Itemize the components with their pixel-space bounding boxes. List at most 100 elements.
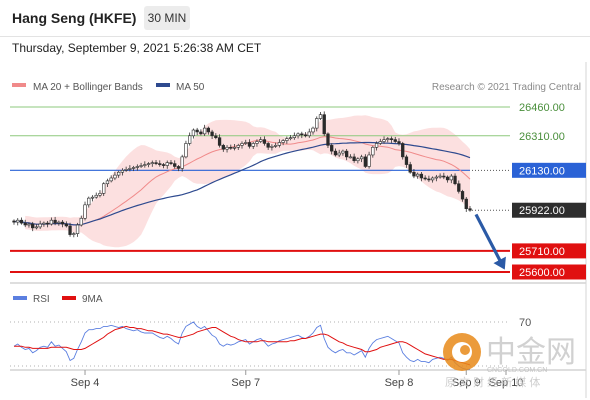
candle	[12, 219, 16, 225]
watermark-name: 中金网	[486, 336, 576, 369]
candle-body	[158, 163, 162, 165]
candle	[79, 215, 83, 227]
candle-body	[232, 146, 237, 149]
candle-body	[363, 156, 367, 167]
time-tick-label: Sep 9	[452, 377, 481, 389]
candle-body	[146, 163, 151, 165]
candle	[255, 139, 259, 147]
report-timestamp: Thursday, September 9, 2021 5:26:38 AM C…	[12, 41, 262, 55]
candle	[259, 136, 263, 144]
candle	[60, 220, 65, 228]
candle	[240, 141, 244, 149]
timeframe-button[interactable]: 30 MIN	[144, 6, 190, 30]
candle-body	[427, 178, 431, 181]
candle	[232, 144, 237, 151]
chart-header: Hang Seng (HKFE) 30 MIN	[0, 0, 590, 37]
candle-body	[169, 162, 173, 164]
candle	[404, 154, 409, 168]
candle-body	[341, 150, 345, 154]
candle-body	[229, 146, 233, 149]
candle	[281, 139, 285, 146]
candle-body	[120, 170, 125, 173]
candle	[322, 111, 326, 136]
instrument-title: Hang Seng (HKFE)	[12, 10, 137, 26]
candle	[460, 189, 465, 202]
candle	[199, 129, 203, 136]
time-tick-label: Sep 8	[385, 377, 414, 389]
candle	[75, 222, 80, 237]
candle-body	[135, 166, 139, 168]
candle	[330, 143, 334, 155]
candle-body	[154, 162, 158, 164]
candle-body	[449, 175, 453, 181]
cngold-watermark: 中金网 CNGOLD.COM.CN 原 文 财 经 新 媒 体	[443, 333, 576, 389]
candle	[31, 221, 35, 232]
candle-body	[419, 173, 424, 179]
rsi-9ma-line	[14, 325, 471, 366]
candle-body	[292, 135, 296, 138]
candle-body	[434, 176, 439, 179]
candle	[315, 116, 319, 132]
candle	[266, 141, 270, 150]
rsi-legend: RSI 9MA	[13, 294, 103, 305]
candle-body	[109, 177, 113, 182]
candle-body	[442, 175, 446, 178]
candle-body	[27, 223, 31, 226]
candle-body	[180, 156, 184, 169]
last-badge	[512, 202, 586, 218]
candle	[143, 161, 147, 168]
candle-body	[79, 217, 83, 226]
candle-body	[75, 224, 80, 234]
candle-body	[359, 156, 364, 160]
candle	[345, 149, 349, 161]
candle-body	[296, 133, 300, 137]
candle	[457, 180, 461, 194]
candle-body	[401, 143, 405, 158]
resistance-label: 26460.00	[519, 102, 565, 114]
candle-body	[378, 141, 382, 144]
candle	[359, 154, 364, 163]
candle	[135, 164, 139, 171]
candle-body	[326, 133, 330, 146]
candle	[221, 143, 225, 152]
candle-body	[206, 127, 211, 133]
candle-body	[94, 194, 98, 198]
candle	[19, 217, 24, 225]
candle-body	[438, 175, 442, 178]
candle	[120, 168, 125, 176]
candle	[180, 154, 184, 172]
candle	[154, 159, 158, 166]
candle	[397, 138, 401, 146]
candle	[161, 163, 166, 169]
candle	[64, 221, 68, 228]
level-badges: 26460.00 26310.00 26130.00 25922.00 25710.00…	[512, 102, 586, 280]
candle-body	[191, 129, 196, 137]
candle-body	[225, 146, 229, 150]
candle-body	[23, 222, 27, 226]
candle	[382, 136, 386, 144]
candle-body	[161, 164, 166, 166]
candle-body	[307, 131, 311, 137]
candle-body	[184, 143, 188, 158]
candle	[105, 178, 110, 188]
candle	[34, 224, 39, 230]
candle-body	[128, 168, 132, 170]
candle-body	[382, 139, 386, 142]
candle	[229, 144, 233, 150]
candle-body	[322, 114, 326, 135]
candle	[146, 162, 151, 168]
candle	[68, 222, 72, 237]
projection-arrow-shaft	[474, 213, 504, 266]
candle-body	[333, 150, 338, 156]
candle-body	[247, 142, 252, 147]
candle	[389, 136, 394, 143]
candle-body	[150, 162, 154, 164]
last-badge-label: 25922.00	[519, 205, 565, 217]
candle-body	[57, 221, 61, 224]
main-legend: MA 20 + Bollinger Bands MA 50	[12, 82, 205, 93]
candle-body	[445, 176, 450, 181]
legend-swatch-rsi	[13, 296, 27, 300]
candle	[217, 134, 222, 148]
candle-body	[337, 152, 341, 156]
